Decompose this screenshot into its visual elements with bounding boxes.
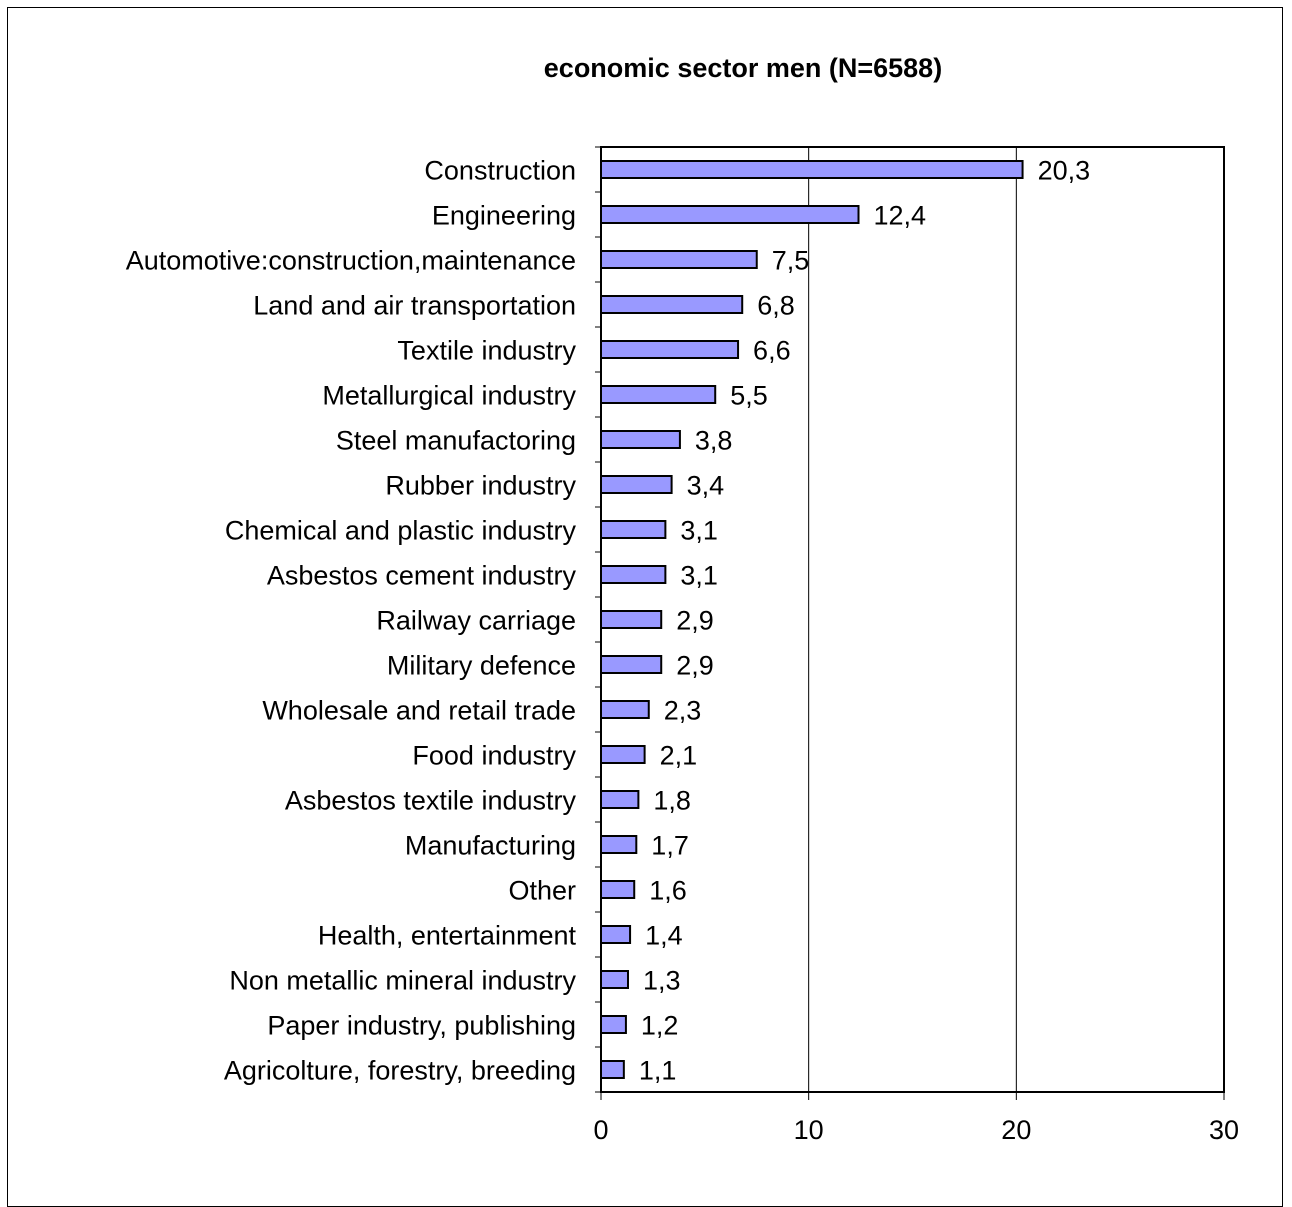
gridlines (808, 147, 1017, 1092)
category-label: Engineering (432, 201, 576, 231)
bar (600, 520, 667, 539)
value-label: 12,4 (874, 201, 927, 231)
bar (600, 970, 629, 989)
plot-area-border (600, 146, 1225, 1093)
category-label: Asbestos cement industry (267, 561, 577, 591)
value-label: 3,1 (680, 561, 718, 591)
bar (600, 610, 663, 629)
bar (600, 745, 646, 764)
category-label: Military defence (387, 651, 576, 681)
x-tick-label: 20 (1001, 1115, 1031, 1145)
category-label: Automotive:construction,maintenance (126, 246, 576, 276)
bar (600, 160, 1024, 179)
bar (600, 790, 640, 809)
value-label: 1,8 (653, 786, 691, 816)
bar (600, 835, 638, 854)
value-label: 6,6 (753, 336, 791, 366)
x-tick-label: 30 (1209, 1115, 1239, 1145)
value-label: 20,3 (1038, 156, 1091, 186)
value-label: 3,1 (680, 516, 718, 546)
value-label: 3,8 (695, 426, 733, 456)
category-label: Chemical and plastic industry (225, 516, 577, 546)
category-label: Wholesale and retail trade (262, 696, 576, 726)
bar (600, 1015, 627, 1034)
bar (600, 205, 860, 224)
category-label: Other (508, 876, 576, 906)
x-axis-ticks: 0 10 20 30 (593, 146, 1239, 1145)
category-label: Textile industry (397, 336, 576, 366)
value-label: 1,6 (649, 876, 687, 906)
bar (600, 250, 758, 269)
bar (600, 565, 667, 584)
value-label: 3,4 (687, 471, 725, 501)
category-label: Health, entertainment (318, 921, 577, 951)
category-label: Steel manufactoring (336, 426, 576, 456)
category-label: Railway carriage (376, 606, 576, 636)
value-label: 7,5 (772, 246, 810, 276)
category-label: Metallurgical industry (322, 381, 576, 411)
value-label: 2,3 (664, 696, 702, 726)
value-label: 1,1 (639, 1056, 677, 1086)
category-label: Construction (424, 156, 576, 186)
category-labels: Construction Engineering Automotive:constr… (126, 156, 577, 1086)
value-label: 2,9 (676, 651, 714, 681)
value-label: 1,2 (641, 1011, 679, 1041)
value-label: 2,9 (676, 606, 714, 636)
category-label: Agricolture, forestry, breeding (224, 1056, 576, 1086)
x-tick-label: 10 (794, 1115, 824, 1145)
category-label: Asbestos textile industry (285, 786, 577, 816)
bar (600, 295, 744, 314)
bar (600, 880, 636, 899)
bar (600, 475, 673, 494)
bar (600, 655, 663, 674)
value-label: 2,1 (660, 741, 698, 771)
bar (600, 340, 740, 359)
value-label: 1,3 (643, 966, 681, 996)
bar (600, 430, 681, 449)
bar (600, 700, 650, 719)
category-label: Rubber industry (385, 471, 576, 501)
bar (600, 385, 717, 404)
category-label: Land and air transportation (253, 291, 576, 321)
value-label: 1,7 (651, 831, 689, 861)
category-label: Food industry (412, 741, 576, 771)
bar (600, 925, 632, 944)
chart-title: economic sector men (N=6588) (544, 53, 942, 83)
category-label: Manufacturing (405, 831, 576, 861)
x-tick-label: 0 (593, 1115, 608, 1145)
category-label: Non metallic mineral industry (229, 966, 576, 996)
value-label: 1,4 (645, 921, 683, 951)
category-label: Paper industry, publishing (267, 1011, 576, 1041)
value-label: 6,8 (757, 291, 795, 321)
value-label: 5,5 (730, 381, 768, 411)
value-labels: 20,3 12,4 7,5 6,8 6,6 5,5 3,8 3,4 3,1 3,1 2,9 2,9 2,… (639, 156, 1090, 1086)
bar (600, 1060, 625, 1079)
